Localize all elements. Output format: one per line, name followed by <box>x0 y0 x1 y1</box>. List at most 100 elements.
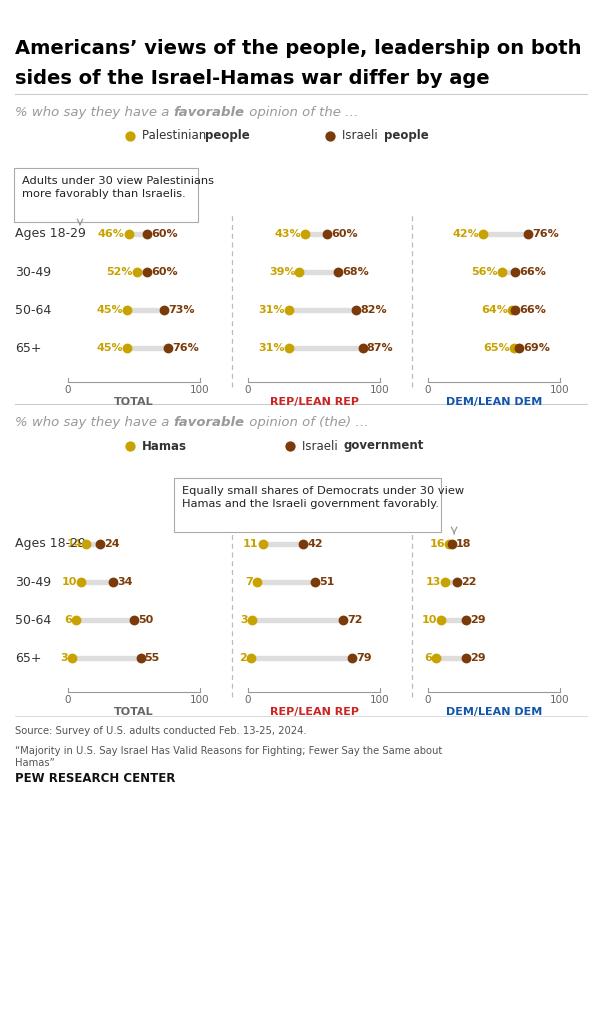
Text: 24: 24 <box>104 539 119 549</box>
Bar <box>137 269 147 274</box>
Text: PEW RESEARCH CENTER: PEW RESEARCH CENTER <box>15 772 175 785</box>
Text: government: government <box>344 439 424 453</box>
Point <box>285 438 295 455</box>
Text: 0: 0 <box>65 695 71 705</box>
Text: 0: 0 <box>425 385 431 395</box>
Text: opinion of the …: opinion of the … <box>244 106 358 119</box>
Text: 13: 13 <box>426 577 441 587</box>
Point <box>125 128 135 144</box>
Point <box>123 302 132 318</box>
Text: 30-49: 30-49 <box>15 265 51 279</box>
FancyBboxPatch shape <box>14 168 198 222</box>
Text: people: people <box>384 129 429 142</box>
Point <box>431 650 441 667</box>
Text: 0: 0 <box>65 385 71 395</box>
Point <box>284 340 294 356</box>
Bar <box>72 655 141 660</box>
Text: 100: 100 <box>190 385 210 395</box>
Text: Equally small shares of Democrats under 30 view
Hamas and the Israeli government: Equally small shares of Democrats under … <box>182 486 464 509</box>
Point <box>143 264 152 281</box>
Text: 65+: 65+ <box>15 651 42 665</box>
Bar <box>445 580 457 585</box>
Point <box>462 650 471 667</box>
Point <box>76 573 86 590</box>
Text: Ages 18-29: Ages 18-29 <box>15 538 86 551</box>
Text: 30-49: 30-49 <box>15 575 51 589</box>
Text: 64%: 64% <box>482 305 509 315</box>
Point <box>333 264 343 281</box>
Text: 39%: 39% <box>269 267 296 278</box>
Text: favorable: favorable <box>173 416 244 429</box>
Text: TOTAL: TOTAL <box>114 397 154 407</box>
Point <box>258 536 267 552</box>
Text: 43%: 43% <box>274 229 301 239</box>
Text: Israeli: Israeli <box>302 439 341 453</box>
FancyBboxPatch shape <box>174 478 441 532</box>
Point <box>311 573 320 590</box>
Point <box>323 226 332 243</box>
Bar <box>252 617 343 623</box>
Text: Hamas: Hamas <box>142 439 187 453</box>
Text: 42: 42 <box>308 539 323 549</box>
Point <box>125 438 135 455</box>
Text: 6: 6 <box>64 615 72 625</box>
Text: 60%: 60% <box>331 229 358 239</box>
Text: 50-64: 50-64 <box>15 303 51 316</box>
Point <box>247 611 257 628</box>
Text: 34: 34 <box>117 577 132 587</box>
Point <box>452 573 462 590</box>
Text: 60%: 60% <box>151 229 178 239</box>
Text: DEM/LEAN DEM: DEM/LEAN DEM <box>446 397 542 407</box>
Bar <box>250 655 352 660</box>
Text: % who say they have a: % who say they have a <box>15 416 173 429</box>
Text: 79: 79 <box>356 653 372 663</box>
Point <box>524 226 533 243</box>
Bar <box>262 542 303 546</box>
Point <box>497 264 507 281</box>
Text: 18: 18 <box>456 539 471 549</box>
Point <box>300 226 309 243</box>
Text: Ages 18-29: Ages 18-29 <box>15 227 86 241</box>
Bar <box>289 346 363 350</box>
Text: 73%: 73% <box>169 305 195 315</box>
Text: Americans’ views of the people, leadership on both: Americans’ views of the people, leadersh… <box>15 39 582 58</box>
Text: 72: 72 <box>347 615 362 625</box>
Text: 100: 100 <box>190 695 210 705</box>
Text: 68%: 68% <box>342 267 368 278</box>
Point <box>82 536 92 552</box>
Text: “Majority in U.S. Say Israel Has Valid Reasons for Fighting; Fewer Say the Same : “Majority in U.S. Say Israel Has Valid R… <box>15 746 442 768</box>
Bar <box>441 617 467 623</box>
Point <box>294 264 304 281</box>
Bar <box>128 346 169 350</box>
Point <box>136 650 146 667</box>
Bar <box>76 617 134 623</box>
Text: Palestinian: Palestinian <box>142 129 210 142</box>
Point <box>509 340 518 356</box>
Text: 76%: 76% <box>532 229 559 239</box>
Point <box>143 226 152 243</box>
Text: 29: 29 <box>470 615 486 625</box>
Text: 6: 6 <box>424 653 432 663</box>
Text: 69%: 69% <box>523 343 550 353</box>
Text: 52%: 52% <box>106 267 132 278</box>
Text: 66%: 66% <box>519 267 546 278</box>
Bar <box>289 308 356 312</box>
Text: 55: 55 <box>144 653 160 663</box>
Text: 7: 7 <box>246 577 253 587</box>
Point <box>325 128 335 144</box>
Point <box>246 650 255 667</box>
Text: 87%: 87% <box>367 343 394 353</box>
Point <box>284 302 294 318</box>
Text: favorable: favorable <box>173 106 244 119</box>
Point <box>124 226 134 243</box>
Text: 46%: 46% <box>98 229 125 239</box>
Point <box>358 340 368 356</box>
Point <box>338 611 348 628</box>
Text: Adults under 30 view Palestinians
more favorably than Israelis.: Adults under 30 view Palestinians more f… <box>22 176 214 200</box>
Bar <box>257 580 315 585</box>
Text: Israeli: Israeli <box>342 129 382 142</box>
Point <box>160 302 169 318</box>
Point <box>252 573 262 590</box>
Text: 100: 100 <box>370 385 390 395</box>
Point <box>510 264 520 281</box>
